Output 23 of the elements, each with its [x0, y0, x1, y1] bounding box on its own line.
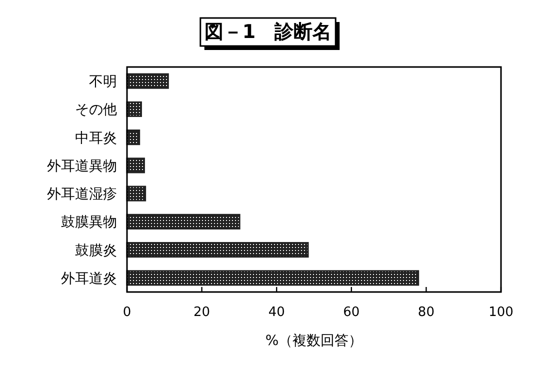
y-tick-label: 外耳道異物 [47, 158, 117, 174]
x-tick-label: 20 [194, 305, 210, 320]
y-tick-label: その他 [75, 102, 117, 118]
bar [126, 186, 146, 202]
y-tick-label: 外耳道湿疹 [47, 186, 117, 203]
x-tick-label: 0 [122, 305, 132, 320]
x-tick-label: 80 [418, 305, 434, 320]
x-tick-label: 60 [343, 305, 360, 320]
bar [126, 214, 240, 230]
x-tick-label: 40 [268, 305, 285, 320]
y-tick-label: 外耳道炎 [61, 270, 117, 287]
y-tick-label: 鼓膜炎 [75, 242, 117, 259]
bar [126, 242, 309, 258]
x-tick-label: 100 [488, 305, 514, 320]
x-axis-title: %（複数回答） [265, 333, 363, 349]
chart-title: 図－1 診断名 [204, 21, 332, 43]
y-tick-label: 鼓膜異物 [61, 214, 117, 231]
bar [126, 101, 142, 117]
y-tick-label: 不明 [89, 74, 117, 90]
bar [126, 158, 145, 174]
bar [126, 270, 420, 286]
y-tick-label: 中耳炎 [75, 130, 117, 146]
bar [126, 73, 169, 89]
